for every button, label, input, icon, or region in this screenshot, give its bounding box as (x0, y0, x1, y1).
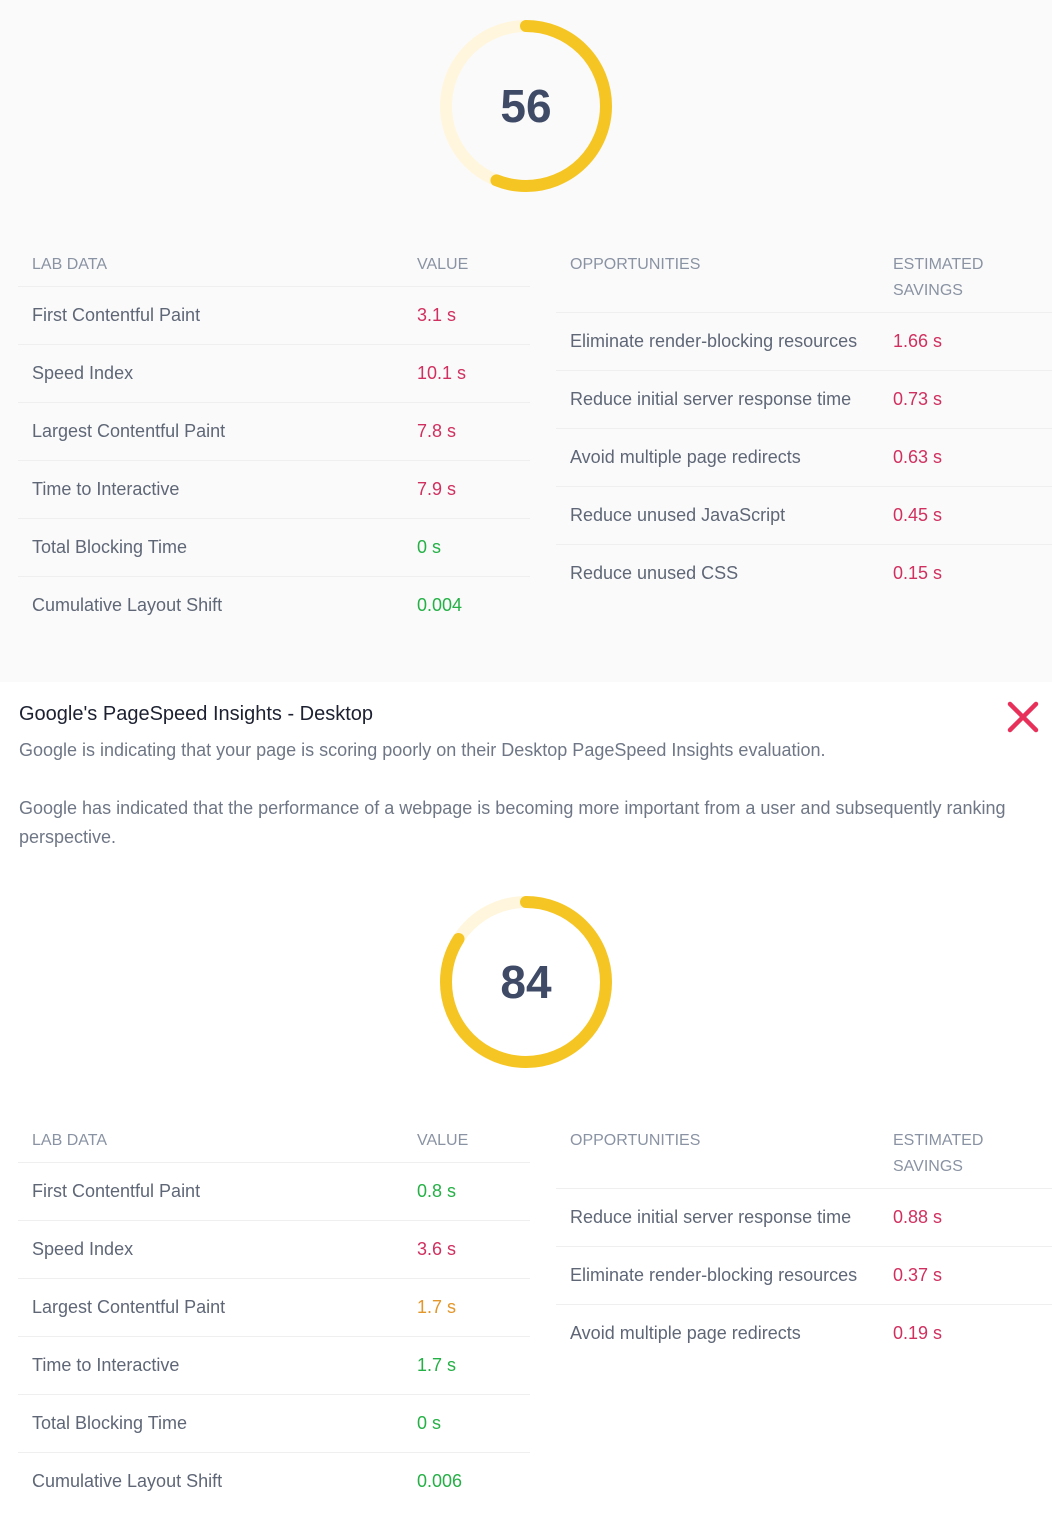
gauge-arc (440, 20, 612, 192)
savings-value: 0.73 s (893, 389, 943, 409)
column-header-metric: LAB DATA (32, 1132, 107, 1149)
table-row: Total Blocking Time 0 s (18, 519, 530, 577)
column-header-value: VALUE (417, 1132, 469, 1149)
metric-name: Time to Interactive (32, 479, 180, 499)
savings-value: 0.45 s (893, 505, 943, 525)
section-title: Google's PageSpeed Insights - Desktop (19, 703, 374, 725)
opportunity-name: Avoid multiple page redirects (570, 447, 801, 467)
table-row: Reduce initial server response time 0.73 … (556, 371, 1052, 429)
table-row: First Contentful Paint 3.1 s (18, 287, 530, 345)
table-header: LAB DATA VALUE (18, 248, 530, 287)
metric-name: Speed Index (32, 1239, 134, 1259)
metric-value: 0.004 (417, 595, 463, 615)
metric-name: Total Blocking Time (32, 537, 188, 557)
description: Google is indicating that your page is s… (19, 740, 826, 760)
column-header-metric: LAB DATA (32, 256, 107, 273)
metric-name: Total Blocking Time (32, 1413, 188, 1433)
opportunity-name: Reduce initial server response time (570, 1207, 852, 1227)
table-row: Speed Index 3.6 s (18, 1221, 530, 1279)
savings-value: 0.88 s (893, 1207, 943, 1227)
savings-value: 0.15 s (893, 563, 943, 583)
opportunity-name: Reduce unused CSS (570, 563, 739, 583)
metric-name: Largest Contentful Paint (32, 421, 226, 441)
metric-value: 0.8 s (417, 1181, 457, 1201)
opportunities-table: OPPORTUNITIES ESTIMATED SAVINGS Eliminate … (556, 248, 1052, 634)
table-row: Eliminate render-blocking resources 1.66 … (556, 313, 1052, 371)
savings-value: 1.66 s (893, 331, 943, 351)
table-row: Avoid multiple page redirects 0.19 s (556, 1305, 1052, 1362)
table-row: Cumulative Layout Shift 0.004 (18, 577, 530, 634)
metric-value: 7.8 s (417, 421, 457, 441)
tables: LAB DATA VALUE First Contentful Paint 3.1 s… (0, 248, 1052, 634)
table-row: Avoid multiple page redirects 0.63 s (556, 429, 1052, 487)
savings-value: 0.37 s (893, 1265, 943, 1285)
lab-data-table: LAB DATA VALUE First Contentful Paint 3.1 s… (18, 248, 530, 634)
metric-name: Cumulative Layout Shift (32, 595, 223, 615)
opportunity-name: Avoid multiple page redirects (570, 1323, 801, 1343)
metric-name: First Contentful Paint (32, 1181, 201, 1201)
gauge-arc (440, 896, 612, 1068)
table-row: Reduce unused JavaScript 0.45 s (556, 487, 1052, 545)
metric-name: First Contentful Paint (32, 305, 201, 325)
opportunity-name: Eliminate render-blocking resources (570, 331, 858, 351)
metric-value: 7.9 s (417, 479, 457, 499)
score-gauge: 56 (436, 16, 616, 196)
metric-value: 1.7 s (417, 1355, 457, 1375)
mobile-report: 56 LAB DATA VALUE First Contentful Paint 3.1… (0, 0, 1052, 682)
description-detail: Google has indicated that the performanc… (19, 798, 1006, 847)
metric-value: 0 s (417, 1413, 442, 1433)
gauge-ring (440, 896, 612, 1068)
desktop-report: 84 LAB DATA VALUE First Contentful Paint 0.8… (0, 872, 1052, 1510)
opportunity-name: Reduce unused JavaScript (570, 505, 786, 525)
savings-value: 0.63 s (893, 447, 943, 467)
desktop-info: Google's PageSpeed Insights - Desktop Go… (0, 682, 1052, 872)
tables: LAB DATA VALUE First Contentful Paint 0.8 s… (0, 1124, 1052, 1510)
column-header-value: VALUE (417, 256, 469, 273)
column-header-opportunity: OPPORTUNITIES (570, 1132, 701, 1149)
table-header: LAB DATA VALUE (18, 1124, 530, 1163)
metric-name: Speed Index (32, 363, 134, 383)
table-row: Total Blocking Time 0 s (18, 1395, 530, 1453)
score-value: 84 (500, 956, 552, 1008)
metric-value: 3.1 s (417, 305, 457, 325)
table-row: Time to Interactive 1.7 s (18, 1337, 530, 1395)
table-header: OPPORTUNITIES ESTIMATED SAVINGS (556, 248, 1052, 313)
table-row: Eliminate render-blocking resources 0.37 … (556, 1247, 1052, 1305)
gauge-ring (440, 20, 612, 192)
opportunity-name: Eliminate render-blocking resources (570, 1265, 858, 1285)
table-row: Speed Index 10.1 s (18, 345, 530, 403)
table-row: First Contentful Paint 0.8 s (18, 1163, 530, 1221)
metric-name: Largest Contentful Paint (32, 1297, 226, 1317)
opportunities-table: OPPORTUNITIES ESTIMATED SAVINGS Reduce ini… (556, 1124, 1052, 1510)
opportunity-name: Reduce initial server response time (570, 389, 852, 409)
metric-value: 1.7 s (417, 1297, 457, 1317)
table-row: Reduce initial server response time 0.88 … (556, 1189, 1052, 1247)
metric-value: 10.1 s (417, 363, 467, 383)
score-value: 56 (500, 80, 552, 132)
table-header: OPPORTUNITIES ESTIMATED SAVINGS (556, 1124, 1052, 1189)
metric-name: Time to Interactive (32, 1355, 180, 1375)
score-gauge: 84 (436, 892, 616, 1072)
table-row: Cumulative Layout Shift 0.006 (18, 1453, 530, 1510)
table-row: Reduce unused CSS 0.15 s (556, 545, 1052, 602)
x-fail-icon (1007, 701, 1039, 733)
column-header-savings: ESTIMATED SAVINGS (893, 1132, 984, 1175)
table-row: Largest Contentful Paint 1.7 s (18, 1279, 530, 1337)
savings-value: 0.19 s (893, 1323, 943, 1343)
column-header-savings: ESTIMATED SAVINGS (893, 256, 984, 299)
lab-data-table: LAB DATA VALUE First Contentful Paint 0.8 s… (18, 1124, 530, 1510)
column-header-opportunity: OPPORTUNITIES (570, 256, 701, 273)
metric-value: 0.006 (417, 1471, 463, 1491)
table-row: Largest Contentful Paint 7.8 s (18, 403, 530, 461)
metric-name: Cumulative Layout Shift (32, 1471, 223, 1491)
metric-value: 0 s (417, 537, 442, 557)
metric-value: 3.6 s (417, 1239, 457, 1259)
table-row: Time to Interactive 7.9 s (18, 461, 530, 519)
